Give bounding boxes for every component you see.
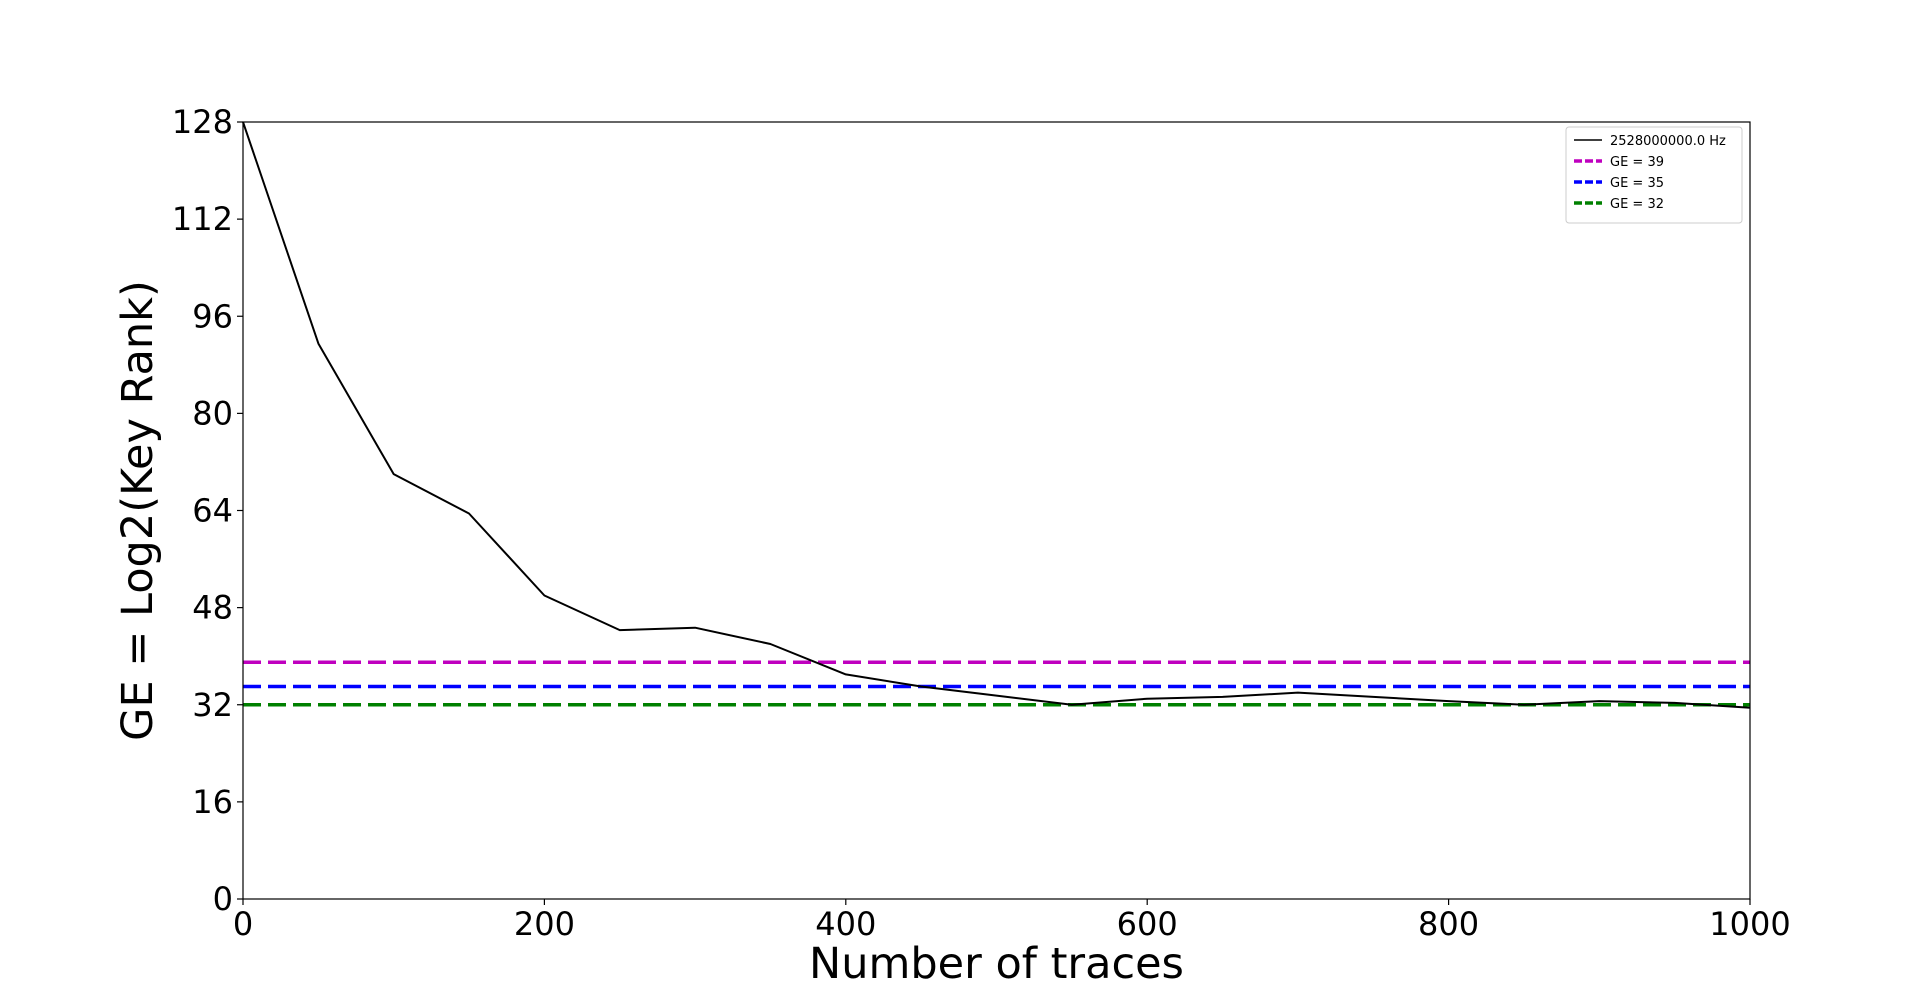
x-tick-label: 600 — [1117, 905, 1178, 943]
y-tick-label: 112 — [172, 200, 233, 238]
x-tick-label: 800 — [1418, 905, 1479, 943]
x-tick-label: 200 — [514, 905, 575, 943]
legend-label: GE = 35 — [1610, 176, 1664, 191]
legend: 2528000000.0 Hz GE = 39 GE = 35 GE = 32 — [1565, 126, 1743, 224]
y-tick-label: 32 — [192, 686, 233, 724]
x-axis-title: Number of traces — [809, 939, 1184, 989]
x-tick-label: 400 — [815, 905, 876, 943]
y-tick-label: 128 — [172, 103, 233, 141]
y-tick-label: 48 — [192, 589, 233, 627]
x-tick-label: 0 — [233, 905, 253, 943]
y-tick-label: 64 — [192, 492, 233, 530]
y-axis-title: GE = Log2(Key Rank) — [113, 280, 163, 741]
series-line-0 — [242, 121, 1751, 709]
legend-label: 2528000000.0 Hz — [1610, 134, 1726, 149]
y-tick-label: 0 — [213, 880, 233, 918]
axis-ticks: 0 200 400 600 800 1000 0 16 32 48 64 80 96 112 128 — [172, 103, 1791, 943]
y-tick-label: 96 — [192, 297, 233, 335]
y-tick-label: 80 — [192, 394, 233, 432]
x-tick-label: 1000 — [1709, 905, 1790, 943]
legend-label: GE = 32 — [1610, 197, 1664, 212]
axes-frame — [242, 121, 1751, 900]
y-tick-label: 16 — [192, 783, 233, 821]
plot-area — [242, 121, 1751, 709]
legend-label: GE = 39 — [1610, 155, 1664, 170]
legend-box — [1565, 126, 1743, 224]
